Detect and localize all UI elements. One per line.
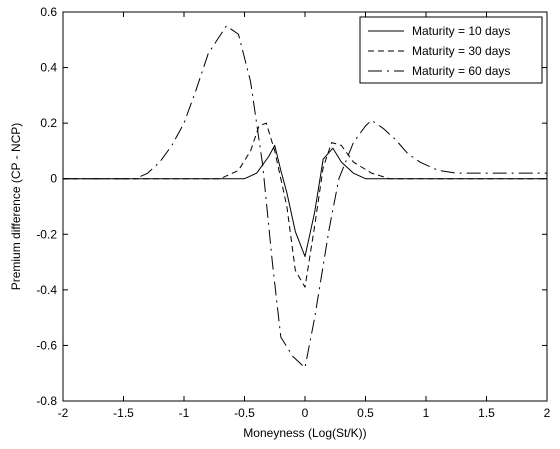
legend-label-3: Maturity = 60 days bbox=[412, 64, 510, 78]
x-tick-label: 0 bbox=[302, 406, 309, 420]
x-tick-label: -1.5 bbox=[113, 406, 134, 420]
series-line-2 bbox=[63, 122, 547, 288]
x-tick-label: 1.5 bbox=[478, 406, 495, 420]
legend: Maturity = 10 days Maturity = 30 days Matu… bbox=[359, 16, 543, 84]
y-tick-label: -0.8 bbox=[36, 394, 57, 408]
ticks-layer: -2 -1.5 -1 -0.5 0 0.5 1 1.5 2 -0.8 -0.6 -0.4 -0.2 0 0.… bbox=[36, 5, 550, 420]
y-tick-label: 0.4 bbox=[40, 61, 57, 75]
legend-label-1: Maturity = 10 days bbox=[412, 24, 510, 38]
series-layer bbox=[63, 25, 547, 369]
x-tick-label: 1 bbox=[423, 406, 430, 420]
y-tick-label: -0.4 bbox=[36, 283, 57, 297]
y-tick-label: 0.6 bbox=[40, 5, 57, 19]
y-tick-label: 0.2 bbox=[40, 116, 57, 130]
y-tick-label: -0.6 bbox=[36, 338, 57, 352]
y-tick-label: -0.2 bbox=[36, 227, 57, 241]
x-tick-label: 2 bbox=[544, 406, 551, 420]
x-tick-label: -0.5 bbox=[234, 406, 255, 420]
plot-frame bbox=[62, 11, 548, 402]
x-tick-label: 0.5 bbox=[357, 406, 374, 420]
legend-box bbox=[359, 16, 543, 84]
x-tick-label: -2 bbox=[58, 406, 69, 420]
y-axis-label: Premium difference (CP - NCP) bbox=[9, 123, 23, 291]
x-axis-label: Moneyness (Log(St/K)) bbox=[243, 426, 366, 440]
series-line-3 bbox=[63, 25, 547, 369]
x-tick-label: -1 bbox=[179, 406, 190, 420]
legend-label-2: Maturity = 30 days bbox=[412, 44, 510, 58]
y-tick-label: 0 bbox=[50, 172, 57, 186]
